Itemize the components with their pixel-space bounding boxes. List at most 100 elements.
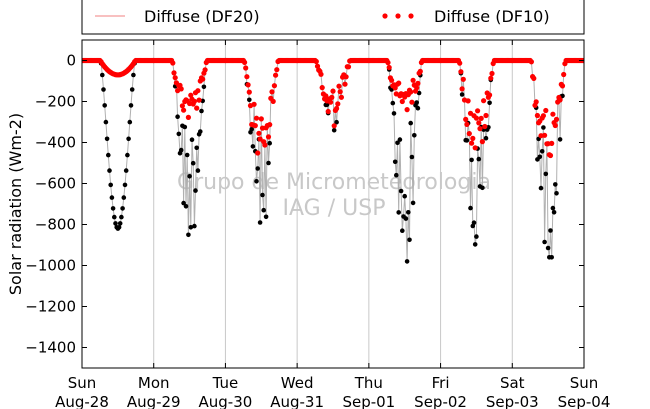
data-point-black <box>392 159 398 165</box>
data-point-black <box>550 205 556 211</box>
data-point-black <box>126 136 131 142</box>
data-point-black <box>471 220 477 225</box>
data-point-black <box>198 129 203 134</box>
data-point-black <box>459 92 465 97</box>
data-point-black <box>250 144 256 149</box>
data-point-black <box>104 136 110 142</box>
data-point-df10 <box>331 123 337 129</box>
data-point-df10 <box>273 72 279 78</box>
data-point-df10 <box>265 134 272 140</box>
data-point-df10 <box>185 114 191 120</box>
data-point-df10 <box>487 92 493 98</box>
data-point-df10 <box>251 101 257 107</box>
x-tick-label-day: Tue <box>212 374 239 392</box>
data-point-df10 <box>417 68 423 74</box>
data-point-black <box>131 72 136 78</box>
data-point-df10 <box>256 130 262 136</box>
y-tick-label: −400 <box>35 134 76 152</box>
data-point-black <box>400 228 405 233</box>
data-point-black <box>255 166 260 171</box>
data-point-black <box>474 234 479 239</box>
data-point-df10 <box>543 107 549 114</box>
data-point-black <box>487 100 492 106</box>
data-point-df10 <box>170 60 176 66</box>
data-point-df10 <box>243 65 249 71</box>
data-point-df10 <box>342 81 348 87</box>
data-point-df10 <box>242 59 248 65</box>
data-point-df10 <box>542 132 548 138</box>
x-tick-label-date: Sep-04 <box>558 393 611 409</box>
data-point-black <box>190 160 196 166</box>
data-point-black <box>404 259 410 264</box>
data-point-black <box>181 200 186 206</box>
data-point-df10 <box>386 64 392 71</box>
data-point-df10 <box>329 94 335 100</box>
data-point-df10 <box>325 108 331 115</box>
data-point-df10 <box>528 59 535 65</box>
data-point-black <box>249 126 254 132</box>
data-point-black <box>189 137 195 142</box>
data-point-df10 <box>549 140 555 146</box>
data-point-black <box>119 214 124 220</box>
data-point-df10 <box>488 75 494 81</box>
data-point-df10 <box>410 77 416 83</box>
data-point-black <box>120 206 125 211</box>
data-point-df10 <box>274 67 280 73</box>
x-tick-label-date: Sep-03 <box>486 393 539 409</box>
data-point-black <box>324 102 330 107</box>
data-point-df10 <box>550 111 556 117</box>
data-point-df10 <box>478 115 484 121</box>
y-axis-label: Solar radiation (Wm-2) <box>6 113 25 295</box>
data-point-df10 <box>466 131 472 137</box>
data-series <box>82 57 584 264</box>
data-point-df10 <box>415 80 421 86</box>
data-point-df10 <box>483 112 489 119</box>
data-point-df10 <box>404 107 410 113</box>
data-point-df10 <box>470 135 476 141</box>
data-point-df10 <box>336 83 342 89</box>
data-point-black <box>102 103 107 108</box>
data-point-df10 <box>244 74 250 80</box>
data-point-df10 <box>313 58 319 65</box>
data-point-df10 <box>409 99 415 105</box>
data-point-black <box>408 120 414 126</box>
data-point-black <box>409 154 415 160</box>
data-point-black <box>128 103 134 108</box>
data-point-black <box>469 157 474 163</box>
data-point-df10 <box>559 83 566 89</box>
data-point-df10 <box>179 103 185 109</box>
data-point-black <box>539 149 545 154</box>
data-point-df10 <box>458 69 464 75</box>
data-point-black <box>554 191 559 196</box>
data-point-df10 <box>473 115 479 121</box>
data-point-black <box>178 147 184 153</box>
data-point-df10 <box>328 99 334 105</box>
data-point-black <box>394 172 399 178</box>
data-point-black <box>257 220 263 225</box>
data-point-df10 <box>482 123 488 130</box>
data-point-df10 <box>269 89 275 95</box>
data-point-black <box>391 111 397 116</box>
x-gridlines <box>153 40 513 368</box>
data-point-black <box>331 127 337 133</box>
data-point-black <box>402 193 408 199</box>
data-point-df10 <box>345 64 352 70</box>
data-point-df10 <box>253 115 260 121</box>
data-point-black <box>480 185 485 191</box>
data-point-df10 <box>465 98 471 104</box>
x-tick-label-day: Mon <box>138 374 170 392</box>
x-tick-label-day: Fri <box>432 374 450 392</box>
data-point-df10 <box>330 88 336 94</box>
data-point-black <box>106 152 111 158</box>
data-point-black <box>398 188 404 194</box>
data-point-df10 <box>334 105 340 112</box>
y-tick-label: −1200 <box>25 298 76 316</box>
data-point-df10 <box>561 71 567 78</box>
data-point-black <box>188 225 194 230</box>
data-point-df10 <box>172 75 178 81</box>
data-point-black <box>116 225 122 230</box>
data-point-black <box>541 125 546 130</box>
data-point-black <box>184 152 190 158</box>
axes: 0−200−400−600−800−1000−1200−1400SunAug-2… <box>25 40 610 409</box>
data-point-black <box>476 156 482 162</box>
